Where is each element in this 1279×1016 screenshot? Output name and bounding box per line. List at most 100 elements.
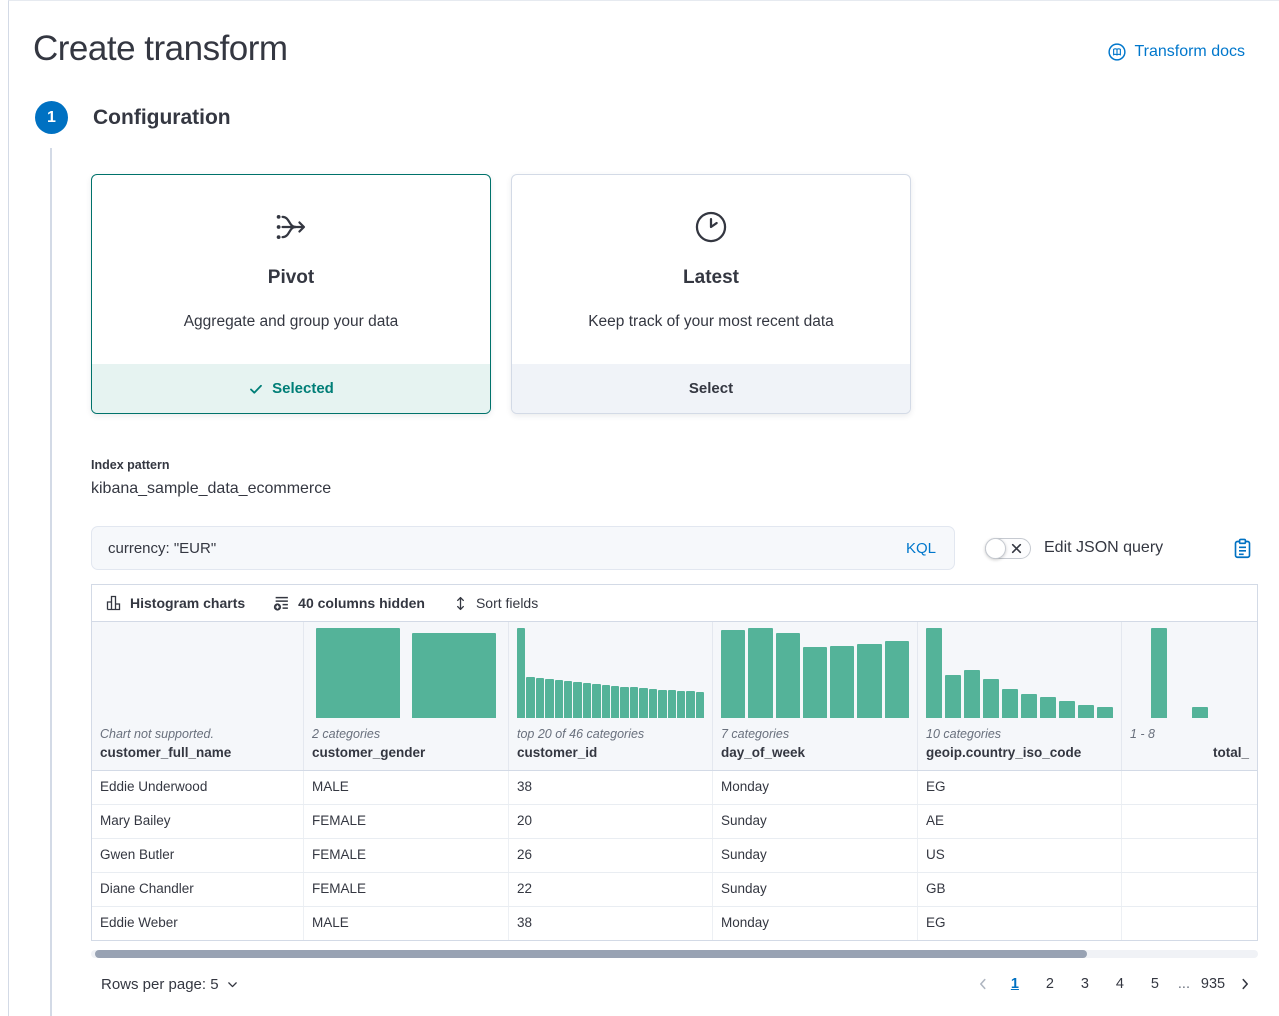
column-customer_gender: 2 categories customer_gender	[304, 622, 509, 770]
grid-cell[interactable]: EG	[918, 771, 1122, 804]
column-meta: top 20 of 46 categories	[517, 727, 645, 741]
grid-cell[interactable]: 22	[509, 873, 713, 906]
next-page-button[interactable]	[1232, 973, 1258, 995]
copy-query-button[interactable]	[1233, 538, 1252, 559]
page-button-4[interactable]: 4	[1107, 971, 1133, 997]
pivot-card-body: Pivot Aggregate and group your data	[92, 175, 490, 364]
grid-cell[interactable]	[1122, 839, 1257, 872]
grid-cell[interactable]: MALE	[304, 907, 509, 940]
transform-type-cards: Pivot Aggregate and group your data Sele…	[91, 174, 1260, 414]
query-input[interactable]	[108, 539, 892, 557]
grid-cell[interactable]: 20	[509, 805, 713, 838]
column-header-customer_full_name[interactable]: customer_full_name	[100, 745, 232, 760]
grid-cell[interactable]: Monday	[713, 907, 918, 940]
column-meta: 7 categories	[721, 727, 790, 741]
toggle-thumb	[985, 537, 1006, 559]
grid-cell[interactable]: Sunday	[713, 839, 918, 872]
latest-footer-label: Select	[688, 380, 734, 397]
latest-select-footer[interactable]: Select	[512, 364, 910, 413]
grid-cell[interactable]: Sunday	[713, 805, 918, 838]
step-1-header: 1 Configuration	[33, 101, 1259, 134]
grid-cell[interactable]: Sunday	[713, 873, 918, 906]
edit-json-toggle[interactable]	[985, 537, 1031, 559]
grid-cell[interactable]: US	[918, 839, 1122, 872]
grid-cell[interactable]: AE	[918, 805, 1122, 838]
index-pattern-label: Index pattern	[91, 458, 170, 472]
documentation-icon	[1108, 43, 1127, 61]
page-button-2[interactable]: 2	[1037, 971, 1063, 997]
chevron-left-icon	[976, 977, 990, 991]
grid-cell[interactable]	[1122, 907, 1257, 940]
grid-cell[interactable]: MALE	[304, 771, 509, 804]
page-title: Create transform	[33, 29, 288, 68]
pivot-card[interactable]: Pivot Aggregate and group your data Sele…	[91, 174, 491, 414]
latest-card[interactable]: Latest Keep track of your most recent da…	[511, 174, 911, 414]
grid-cell[interactable]: Diane Chandler	[92, 873, 304, 906]
grid-cell[interactable]: FEMALE	[304, 839, 509, 872]
grid-cell[interactable]	[1122, 873, 1257, 906]
grid-cell[interactable]	[1122, 771, 1257, 804]
pivot-card-description: Aggregate and group your data	[183, 313, 399, 330]
histogram-unsupported	[92, 622, 303, 718]
page-button-5[interactable]: 5	[1142, 971, 1168, 997]
grid-cell[interactable]: FEMALE	[304, 873, 509, 906]
table-row: Eddie Underwood MALE 38 Monday EG	[92, 771, 1257, 805]
previous-page-button[interactable]	[970, 973, 996, 995]
grid-cell[interactable]: 38	[509, 907, 713, 940]
grid-cell[interactable]: Eddie Underwood	[92, 771, 304, 804]
step-title: Configuration	[93, 105, 231, 129]
query-row: KQL Edit JSON query	[91, 526, 1258, 570]
preview-data-grid: Histogram charts 40 columns hidden	[91, 584, 1258, 941]
columns-icon	[273, 595, 290, 612]
grid-cell[interactable]: Eddie Weber	[92, 907, 304, 940]
grid-cell[interactable]: FEMALE	[304, 805, 509, 838]
index-pattern-section: Index pattern kibana_sample_data_ecommer…	[91, 458, 1260, 498]
column-customer_full_name: Chart not supported. customer_full_name	[92, 622, 304, 770]
latest-card-title: Latest	[683, 267, 739, 288]
column-total: 1 - 8 total_	[1122, 622, 1257, 770]
column-header-customer_id[interactable]: customer_id	[517, 745, 598, 760]
step-number-badge: 1	[35, 101, 68, 134]
table-row: Eddie Weber MALE 38 Monday EG	[92, 907, 1257, 940]
column-header-total[interactable]: total_	[1212, 745, 1249, 760]
column-meta: 2 categories	[312, 727, 381, 741]
histogram-charts-button[interactable]: Histogram charts	[106, 595, 245, 611]
grid-cell[interactable]: Monday	[713, 771, 918, 804]
column-header-geoip_country_iso_code[interactable]: geoip.country_iso_code	[926, 745, 1082, 760]
rows-per-page-button[interactable]: Rows per page: 5	[91, 976, 239, 993]
grid-cell[interactable]: Gwen Butler	[92, 839, 304, 872]
kql-language-button[interactable]: KQL	[892, 540, 950, 557]
sort-icon	[453, 596, 468, 611]
bar-chart-icon	[106, 595, 122, 611]
sort-fields-button[interactable]: Sort fields	[453, 595, 538, 611]
grid-cell[interactable]: 26	[509, 839, 713, 872]
histogram-charts-label: Histogram charts	[130, 595, 246, 611]
clock-icon	[693, 207, 729, 247]
scrollbar-thumb[interactable]	[95, 950, 1087, 958]
page-button-1[interactable]: 1	[1002, 971, 1028, 997]
edit-json-label: Edit JSON query	[1044, 539, 1164, 556]
grid-cell[interactable]: GB	[918, 873, 1122, 906]
columns-hidden-label: 40 columns hidden	[298, 595, 425, 611]
column-header-day_of_week[interactable]: day_of_week	[721, 745, 806, 760]
grid-cell[interactable]	[1122, 805, 1257, 838]
histogram-customer_id	[509, 622, 712, 718]
grid-cell[interactable]: 38	[509, 771, 713, 804]
histogram-day_of_week	[713, 622, 917, 718]
grid-cell[interactable]: Mary Bailey	[92, 805, 304, 838]
latest-card-body: Latest Keep track of your most recent da…	[512, 175, 910, 364]
chevron-down-icon	[226, 978, 239, 991]
horizontal-scrollbar[interactable]	[91, 950, 1258, 958]
column-customer_id: top 20 of 46 categories customer_id	[509, 622, 713, 770]
grid-cell[interactable]: EG	[918, 907, 1122, 940]
query-bar: KQL	[91, 526, 955, 570]
pivot-selected-footer[interactable]: Selected	[92, 364, 490, 413]
table-row: Mary Bailey FEMALE 20 Sunday AE	[92, 805, 1257, 839]
transform-docs-link[interactable]: Transform docs	[1108, 43, 1245, 61]
columns-hidden-button[interactable]: 40 columns hidden	[273, 595, 425, 612]
page-button-935[interactable]: 935	[1200, 971, 1226, 997]
latest-card-description: Keep track of your most recent data	[588, 313, 834, 330]
page-button-3[interactable]: 3	[1072, 971, 1098, 997]
column-header-customer_gender[interactable]: customer_gender	[312, 745, 426, 760]
index-pattern-value: kibana_sample_data_ecommerce	[91, 480, 332, 497]
